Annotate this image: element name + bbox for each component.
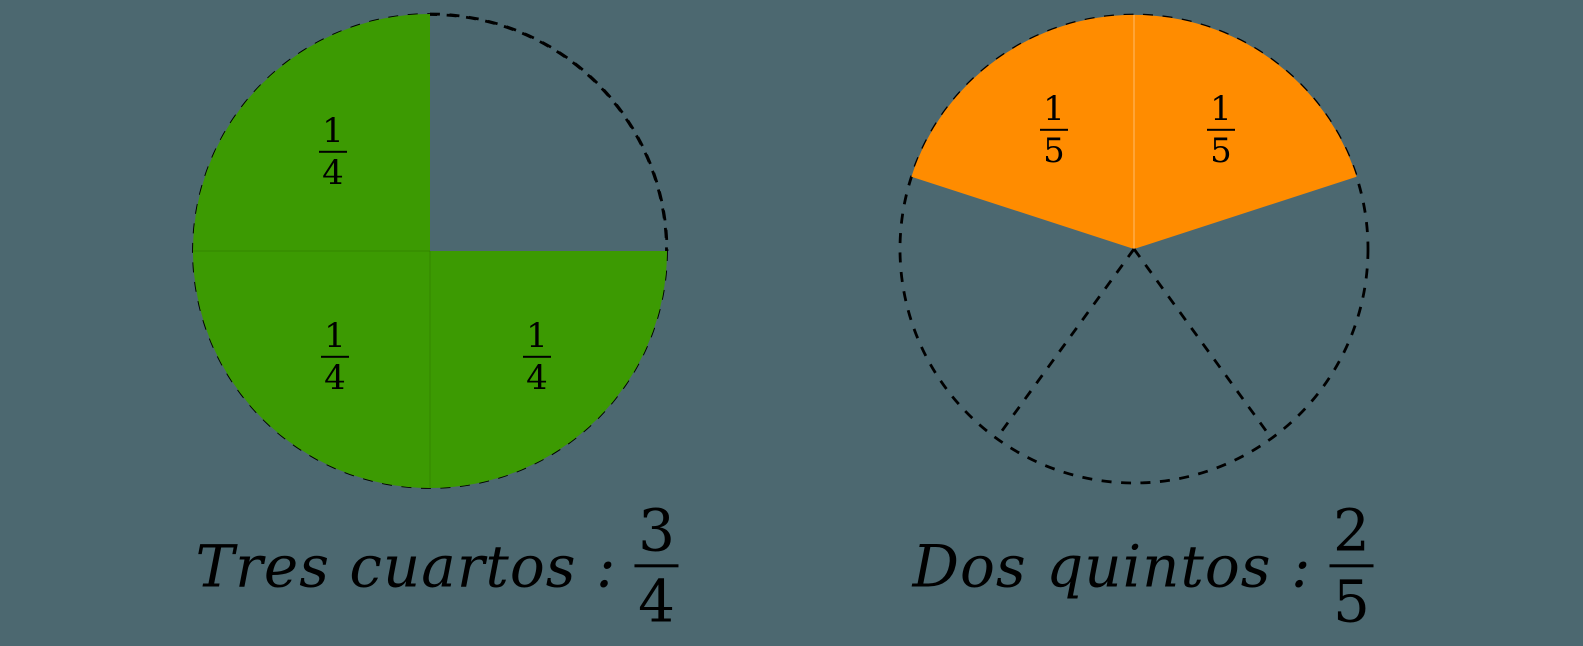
caption-fraction: 3 4 bbox=[634, 496, 679, 636]
right-pie-dashed-radius-right bbox=[1132, 248, 1273, 440]
fraction-denominator: 5 bbox=[1043, 131, 1065, 172]
fraction-bar bbox=[1329, 564, 1374, 568]
fraction-numerator: 1 bbox=[322, 110, 344, 151]
fraction-numerator: 1 bbox=[1210, 88, 1232, 129]
caption-fraction: 2 5 bbox=[1329, 496, 1374, 636]
right-pie-dashed-radius-left bbox=[995, 248, 1136, 440]
fraction-bar bbox=[321, 355, 349, 359]
left-pie-caption: Tres cuartos : 3 4 bbox=[195, 496, 679, 636]
right-pie-label-left: 1 5 bbox=[1040, 92, 1068, 168]
right-pie-caption: Dos quintos : 2 5 bbox=[912, 496, 1374, 636]
left-pie-label-bottom-left: 1 4 bbox=[321, 319, 349, 395]
fraction-numerator: 3 bbox=[638, 496, 675, 565]
fraction-bar bbox=[1207, 128, 1235, 132]
right-pie-filled-sectors bbox=[911, 14, 1357, 249]
fraction-numerator: 1 bbox=[324, 315, 346, 356]
fraction-bar bbox=[319, 150, 347, 154]
caption-text: Tres cuartos : bbox=[195, 531, 617, 600]
left-pie-label-bottom-right: 1 4 bbox=[523, 319, 551, 395]
fraction-denominator: 4 bbox=[638, 567, 675, 636]
right-pie-dashed-circle bbox=[898, 13, 1370, 485]
left-pie-filled-sectors bbox=[193, 14, 667, 488]
fraction-denominator: 5 bbox=[1333, 567, 1370, 636]
fraction-numerator: 1 bbox=[1043, 88, 1065, 129]
fraction-bar bbox=[634, 564, 679, 568]
fraction-denominator: 4 bbox=[526, 358, 548, 399]
fraction-numerator: 2 bbox=[1333, 496, 1370, 565]
fraction-bar bbox=[1040, 128, 1068, 132]
fraction-denominator: 4 bbox=[324, 358, 346, 399]
fraction-bar bbox=[523, 355, 551, 359]
fraction-denominator: 4 bbox=[322, 153, 344, 194]
caption-text: Dos quintos : bbox=[912, 531, 1312, 600]
fraction-numerator: 1 bbox=[526, 315, 548, 356]
left-pie-label-top-left: 1 4 bbox=[319, 114, 347, 190]
fraction-denominator: 5 bbox=[1210, 131, 1232, 172]
left-pie-empty-quarter-arc bbox=[429, 12, 669, 252]
right-pie-label-right: 1 5 bbox=[1207, 92, 1235, 168]
